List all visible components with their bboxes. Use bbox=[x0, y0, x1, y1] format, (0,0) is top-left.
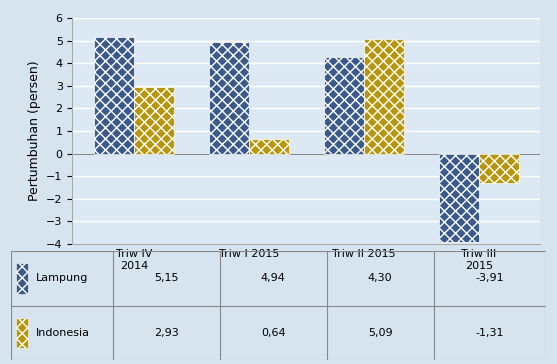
Text: 5,15: 5,15 bbox=[154, 273, 178, 284]
Bar bbox=[438, 154, 479, 242]
Bar bbox=[94, 37, 134, 154]
Text: 0,64: 0,64 bbox=[261, 328, 286, 338]
Text: -1,31: -1,31 bbox=[476, 328, 504, 338]
Bar bbox=[17, 318, 28, 348]
Text: 4,94: 4,94 bbox=[261, 273, 286, 284]
Bar bbox=[17, 263, 28, 294]
Text: 4,30: 4,30 bbox=[368, 273, 393, 284]
Bar bbox=[324, 56, 364, 154]
Y-axis label: Pertumbuhan (persen): Pertumbuhan (persen) bbox=[28, 61, 41, 201]
Text: 2,93: 2,93 bbox=[154, 328, 179, 338]
Bar bbox=[364, 39, 404, 154]
Text: 5,09: 5,09 bbox=[368, 328, 393, 338]
Bar bbox=[209, 42, 249, 154]
Bar bbox=[134, 87, 174, 154]
Text: Lampung: Lampung bbox=[36, 273, 89, 284]
Text: -3,91: -3,91 bbox=[476, 273, 504, 284]
Text: Indonesia: Indonesia bbox=[36, 328, 90, 338]
Bar bbox=[249, 139, 289, 154]
Bar bbox=[479, 154, 519, 183]
